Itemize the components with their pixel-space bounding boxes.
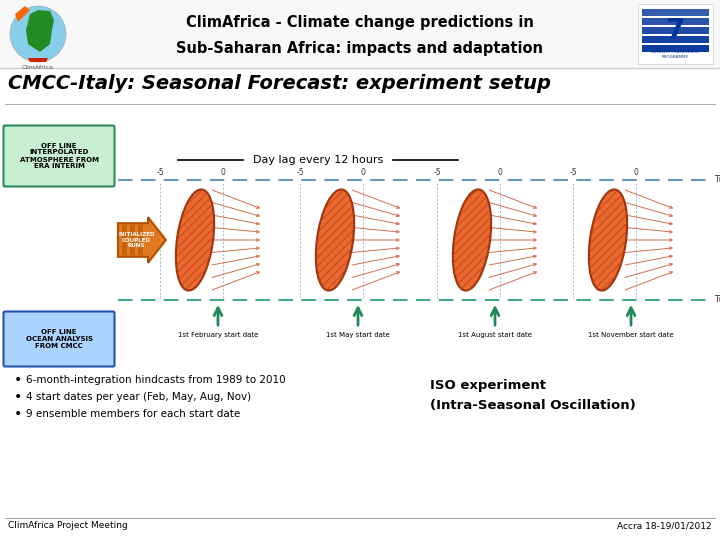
FancyArrow shape <box>118 217 166 263</box>
Ellipse shape <box>176 190 214 291</box>
Ellipse shape <box>316 190 354 291</box>
Text: (Intra-Seasonal Oscillation): (Intra-Seasonal Oscillation) <box>430 399 636 411</box>
Text: 4 start dates per year (Feb, May, Aug, Nov): 4 start dates per year (Feb, May, Aug, N… <box>26 392 251 402</box>
Text: 6-month-integration hindcasts from 1989 to 2010: 6-month-integration hindcasts from 1989 … <box>26 375 286 385</box>
Text: •: • <box>14 407 22 421</box>
Text: 0: 0 <box>634 168 639 177</box>
Text: 7: 7 <box>665 17 685 45</box>
Text: ClimAfrica Project Meeting: ClimAfrica Project Meeting <box>8 522 127 530</box>
Text: 9 ensemble members for each start date: 9 ensemble members for each start date <box>26 409 240 419</box>
Text: ISO experiment: ISO experiment <box>430 379 546 392</box>
Bar <box>642 36 709 43</box>
Polygon shape <box>15 6 30 22</box>
Text: 1st November start date: 1st November start date <box>588 332 674 338</box>
Text: -5: -5 <box>433 168 441 177</box>
Bar <box>642 27 709 34</box>
Bar <box>642 9 709 16</box>
Ellipse shape <box>589 190 627 291</box>
Text: 1st February start date: 1st February start date <box>178 332 258 338</box>
Bar <box>642 18 709 25</box>
Text: Time: Time <box>714 294 720 303</box>
Text: •: • <box>14 390 22 404</box>
Text: ClimAfrica - Climate change predictions in: ClimAfrica - Climate change predictions … <box>186 15 534 30</box>
FancyBboxPatch shape <box>4 125 114 186</box>
Text: Day lag every 12 hours: Day lag every 12 hours <box>246 155 390 165</box>
Bar <box>130 225 135 255</box>
Text: INITIALIZED
COUPLED
RUNS: INITIALIZED COUPLED RUNS <box>118 232 154 248</box>
Text: OFF LINE
OCEAN ANALYSIS
FROM CMCC: OFF LINE OCEAN ANALYSIS FROM CMCC <box>25 329 92 349</box>
Text: 0: 0 <box>498 168 503 177</box>
Text: CMCC-Italy: Seasonal Forecast: experiment setup: CMCC-Italy: Seasonal Forecast: experimen… <box>8 74 551 93</box>
Text: 1st May start date: 1st May start date <box>326 332 390 338</box>
Bar <box>122 225 127 255</box>
Text: Time: Time <box>714 174 720 184</box>
Text: 0: 0 <box>361 168 366 177</box>
Text: Sub-Saharan Africa: impacts and adaptation: Sub-Saharan Africa: impacts and adaptati… <box>176 40 544 56</box>
Text: SEVENTH FRAMEWORK
PROGRAMME: SEVENTH FRAMEWORK PROGRAMME <box>652 50 698 59</box>
Text: -5: -5 <box>156 168 164 177</box>
Bar <box>638 4 713 64</box>
Bar <box>0 0 720 68</box>
Polygon shape <box>26 10 54 52</box>
FancyBboxPatch shape <box>4 312 114 367</box>
Text: 0: 0 <box>220 168 225 177</box>
Polygon shape <box>28 58 48 62</box>
Text: ClimAfrica: ClimAfrica <box>22 65 54 70</box>
Bar <box>642 45 709 52</box>
Ellipse shape <box>453 190 491 291</box>
Text: -5: -5 <box>570 168 577 177</box>
Text: Accra 18-19/01/2012: Accra 18-19/01/2012 <box>617 522 712 530</box>
Text: OFF LINE
INTERPOLATED
ATMOSPHERE FROM
ERA INTERIM: OFF LINE INTERPOLATED ATMOSPHERE FROM ER… <box>19 143 99 170</box>
Circle shape <box>10 6 66 62</box>
Text: -5: -5 <box>296 168 304 177</box>
Text: 1st August start date: 1st August start date <box>458 332 532 338</box>
Bar <box>138 225 143 255</box>
Text: •: • <box>14 373 22 387</box>
